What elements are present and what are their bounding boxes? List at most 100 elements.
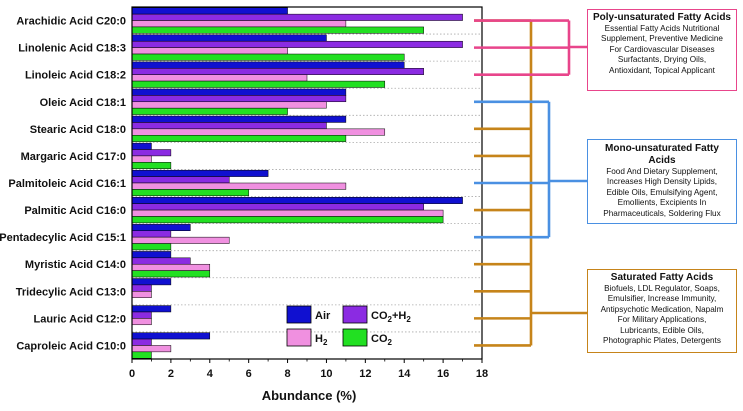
mono-bracket [474,100,587,239]
category-label: Arachidic Acid C20:0 [16,16,126,28]
poly-unsaturated-title: Poly-unsaturated Fatty Acids [593,12,731,23]
group-brackets [474,19,587,347]
bar-air [131,251,172,259]
legend: Air CO2+H2 H2 CO2 [286,305,411,347]
bars-group [131,7,463,359]
bar-co2-h2 [131,122,327,130]
bar-air [131,61,405,69]
category-label: Linoleic Acid C18:2 [25,70,126,82]
category-label: Oleic Acid C18:1 [40,97,126,109]
bar-air [131,169,269,177]
saturated-line: Biofuels, LDL Regulator, Soaps, [604,284,720,293]
mono-unsaturated-line: Emollients, Excipients In [617,198,707,208]
x-tick-label: 10 [320,368,332,380]
category-label: Palmitoleic Acid C16:1 [8,178,126,190]
category-label: Margaric Acid C17:0 [21,151,126,163]
bar-co2 [131,26,424,34]
mono-unsaturated-line: Edible Oils, Emulsifying Agent, [606,187,718,197]
bar-air [131,224,191,232]
x-tick-label: 14 [398,368,411,380]
category-label: Palmitic Acid C16:0 [24,205,126,217]
bar-co2 [131,216,444,224]
bar-air [131,197,463,204]
x-tick-labels: 0 2 4 6 8 10 12 14 16 18 [129,368,488,380]
x-axis-title: Abundance (%) [262,388,357,403]
bar-air [131,7,288,15]
category-label: Caproleic Acid C10:0 [16,340,126,352]
saturated-line: Antipsychotic Medication, Napalm [600,304,724,314]
x-tick-label: 0 [129,368,135,380]
bar-h2 [131,47,288,55]
bar-co2 [131,351,152,359]
bar-air [131,34,327,42]
bar-h2 [131,345,172,353]
bar-co2-h2 [131,95,347,103]
saturated-line: Photographic Plates, Detergents [603,336,721,346]
poly-unsaturated-line: Essential Fatty Acids Nutritional [604,24,720,33]
bar-h2 [131,74,308,82]
bar-co2-h2 [131,176,230,184]
saturated-line: For Military Applications, [617,315,707,325]
legend-label-air: Air [315,310,331,322]
bar-h2 [131,20,347,28]
bar-air [131,332,211,340]
bar-air [131,115,347,123]
bar-co2-h2 [131,149,172,157]
bar-co2-h2 [131,40,463,48]
bar-air [131,88,347,96]
bar-co2 [131,53,405,61]
poly-bracket [474,19,587,76]
bar-air [131,305,172,313]
legend-swatch-co2 [342,328,368,347]
bar-co2 [131,243,172,251]
gridlines [132,33,482,333]
bar-h2 [131,155,152,163]
legend-label-h2: H2 [315,333,328,347]
legend-swatch-h2 [286,328,312,347]
bar-co2-h2 [131,257,191,265]
bar-air [131,278,172,286]
bar-co2-h2 [131,68,424,75]
bar-co2 [131,80,386,88]
bar-h2 [131,291,152,298]
bar-co2-h2 [131,338,152,346]
bar-co2 [131,107,288,115]
bar-h2 [131,128,386,136]
bar-h2 [131,236,230,244]
x-tick-label: 6 [246,368,252,380]
x-tick-label: 16 [437,368,449,380]
category-labels: Arachidic Acid C20:0 Linolenic Acid C18:3… [0,16,126,353]
bar-h2 [131,318,152,326]
bar-co2-h2 [131,13,463,21]
mono-unsaturated-line: Food And Dietary Supplement, [606,167,718,176]
category-label: Lauric Acid C12:0 [33,313,126,325]
category-label: Stearic Acid C18:0 [30,124,126,136]
x-tick-label: 4 [207,368,214,380]
category-label: Myristic Acid C14:0 [25,259,126,271]
mono-unsaturated-line: Pharmaceuticals, Soldering Flux [603,208,721,218]
bar-h2 [131,101,327,109]
legend-swatch-air [286,305,312,324]
legend-swatch-co2h2 [342,305,368,324]
x-tick-label: 18 [476,368,488,380]
poly-unsaturated-line: Supplement, Preventive Medicine [601,34,723,44]
poly-unsaturated-annotation-box: Poly-unsaturated Fatty Acids Essential F… [587,9,737,91]
mono-unsaturated-line: Increases High Density Lipids, [606,177,718,187]
mono-unsaturated-title: Mono-unsaturated Fatty Acids [605,143,719,166]
category-label: Tridecylic Acid C13:0 [16,286,126,298]
bar-co2 [131,189,249,197]
poly-unsaturated-line: For Cardiovascular Diseases [609,44,715,54]
bar-co2-h2 [131,311,152,319]
bar-co2 [131,135,347,142]
category-label: Linolenic Acid C18:3 [18,43,126,55]
legend-label-co2h2: CO2+H2 [371,310,411,324]
bar-h2 [131,209,444,217]
legend-label-co2: CO2 [371,333,393,347]
bar-co2-h2 [131,230,172,238]
x-tick-label: 8 [284,368,290,380]
category-label: Pentadecylic Acid C15:1 [0,232,126,244]
saturated-line: Lubricants, Edible Oils, [620,325,704,335]
saturated-title: Saturated Fatty Acids [610,272,714,283]
x-tick-label: 12 [359,368,371,380]
